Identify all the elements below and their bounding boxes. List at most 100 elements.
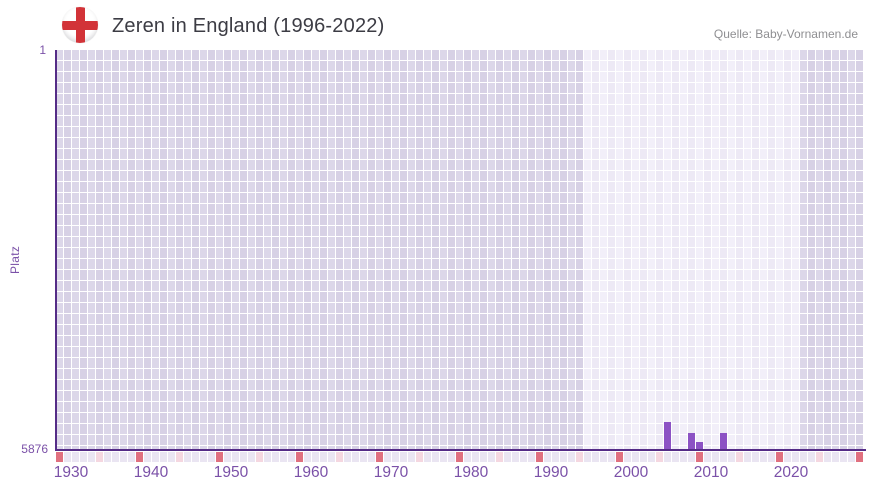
england-flag-icon (62, 7, 98, 43)
x-tick-cell (808, 452, 815, 462)
grid-region-data-period (584, 50, 800, 449)
grid-region-no-data (56, 50, 584, 449)
x-tick-cell (552, 452, 559, 462)
x-tick-cell (848, 452, 855, 462)
x-tick-cell (320, 452, 327, 462)
x-tick-cell (264, 452, 271, 462)
x-tick-cell (856, 452, 863, 462)
x-tick-cell (192, 452, 199, 462)
x-tick-cell (256, 452, 263, 462)
x-tick-cell (672, 452, 679, 462)
x-tick-label: 1970 (373, 464, 409, 481)
x-tick-cell (384, 452, 391, 462)
x-tick-cell (376, 452, 383, 462)
x-tick-cell (408, 452, 415, 462)
x-tick-cell (352, 452, 359, 462)
x-tick-cell (624, 452, 631, 462)
x-tick-cell (96, 452, 103, 462)
x-tick-cell (224, 452, 231, 462)
rank-bar-2009[interactable] (688, 432, 695, 449)
x-tick-cell (832, 452, 839, 462)
x-tick-cell (416, 452, 423, 462)
x-tick-cell (368, 452, 375, 462)
x-tick-cell (456, 452, 463, 462)
x-tick-cell (160, 452, 167, 462)
grid-region-no-data (800, 50, 864, 449)
x-tick-cell (664, 452, 671, 462)
x-tick-cell (152, 452, 159, 462)
x-tick-cell (304, 452, 311, 462)
x-tick-cell (600, 452, 607, 462)
x-tick-label: 1930 (53, 464, 89, 481)
x-tick-cell (80, 452, 87, 462)
y-axis-title: Platz (8, 245, 22, 275)
x-tick-cell (240, 452, 247, 462)
rank-bar-2013[interactable] (720, 432, 727, 449)
x-tick-cell (512, 452, 519, 462)
x-tick-cell (784, 452, 791, 462)
x-tick-label: 2000 (613, 464, 649, 481)
x-axis-line (55, 449, 866, 451)
x-tick-label: 1950 (213, 464, 249, 481)
x-tick-cell (232, 452, 239, 462)
x-tick-cell (208, 452, 215, 462)
x-tick-cell (504, 452, 511, 462)
x-tick-cell (440, 452, 447, 462)
x-tick-cell (584, 452, 591, 462)
x-tick-label: 1940 (133, 464, 169, 481)
x-tick-cell (120, 452, 127, 462)
x-tick-cell (200, 452, 207, 462)
x-tick-cell (560, 452, 567, 462)
x-tick-cell (128, 452, 135, 462)
x-tick-cell (344, 452, 351, 462)
x-tick-cell (648, 452, 655, 462)
x-tick-cell (88, 452, 95, 462)
x-tick-cell (544, 452, 551, 462)
rank-bar-2006[interactable] (664, 422, 671, 449)
x-tick-cell (72, 452, 79, 462)
x-tick-cell (680, 452, 687, 462)
x-tick-label: 1980 (453, 464, 489, 481)
x-tick-cell (392, 452, 399, 462)
x-tick-cell (632, 452, 639, 462)
x-tick-cell (464, 452, 471, 462)
x-tick-cell (792, 452, 799, 462)
x-tick-cell (112, 452, 119, 462)
x-tick-cell (696, 452, 703, 462)
x-tick-cell (528, 452, 535, 462)
x-tick-cell (728, 452, 735, 462)
x-tick-label: 2020 (773, 464, 809, 481)
x-tick-cell (400, 452, 407, 462)
x-tick-cell (328, 452, 335, 462)
x-tick-cell (712, 452, 719, 462)
x-tick-cell (272, 452, 279, 462)
x-tick-cell (568, 452, 575, 462)
flag-cross-horizontal (62, 21, 98, 30)
x-tick-cell (720, 452, 727, 462)
x-tick-cell (448, 452, 455, 462)
x-tick-cell (592, 452, 599, 462)
x-tick-cell (168, 452, 175, 462)
x-tick-cell (280, 452, 287, 462)
x-tick-cell (520, 452, 527, 462)
x-tick-cell (840, 452, 847, 462)
x-tick-cell (688, 452, 695, 462)
x-tick-cell (56, 452, 63, 462)
x-tick-cell (800, 452, 807, 462)
x-tick-cell (296, 452, 303, 462)
x-tick-cell (424, 452, 431, 462)
x-tick-cell (336, 452, 343, 462)
x-tick-cell (136, 452, 143, 462)
y-axis-max-label: 1 (39, 43, 46, 57)
x-tick-cell (488, 452, 495, 462)
x-tick-cell (184, 452, 191, 462)
x-tick-cell (752, 452, 759, 462)
x-tick-cell (816, 452, 823, 462)
x-tick-cell (776, 452, 783, 462)
x-tick-cell (536, 452, 543, 462)
rank-bar-2010[interactable] (696, 441, 703, 449)
y-axis-min-label: 5876 (21, 442, 48, 456)
x-tick-cell (656, 452, 663, 462)
x-tick-cell (616, 452, 623, 462)
x-tick-cell (248, 452, 255, 462)
